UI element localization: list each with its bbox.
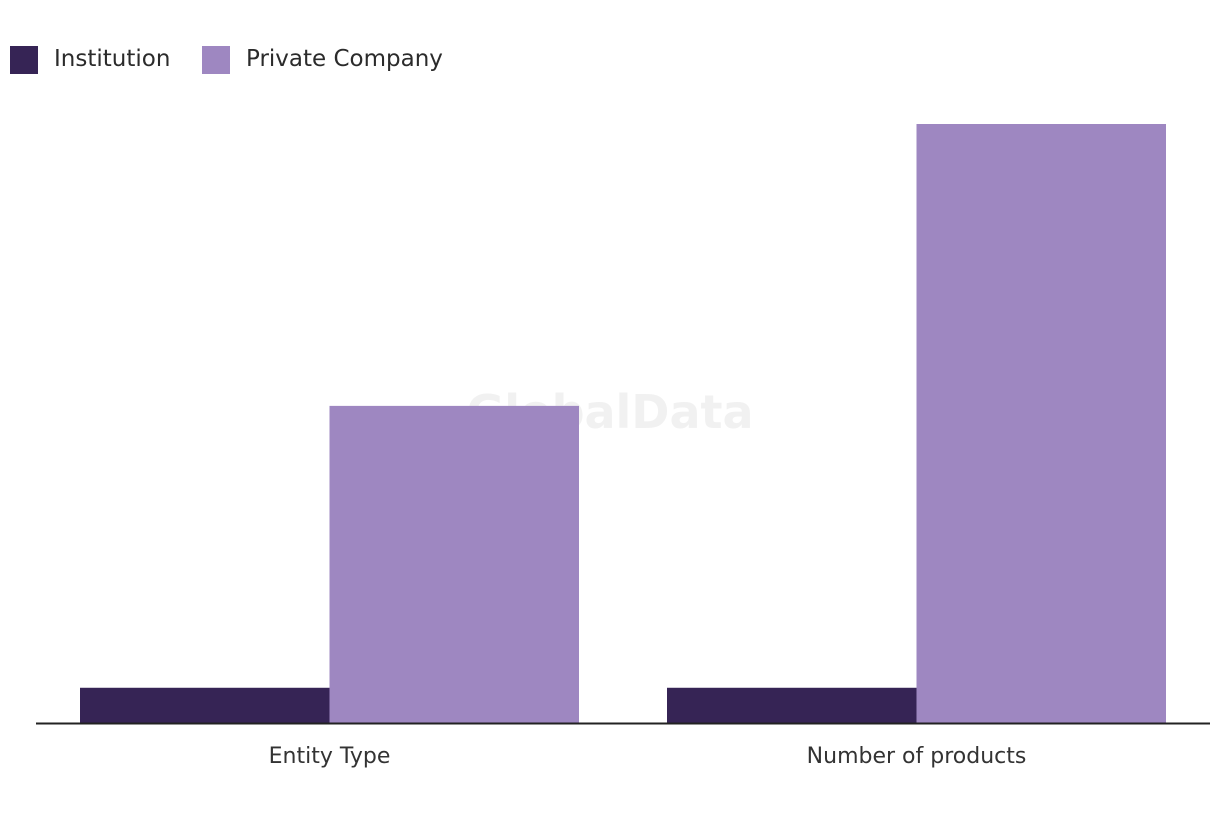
legend-swatch [10,46,38,74]
legend: Institution Private Company [10,46,443,74]
bar [916,124,1166,723]
bars [80,124,1166,723]
x-tick-labels: Entity Type Number of products [269,744,1027,769]
bar [80,687,330,723]
bar [667,687,917,723]
bar [329,405,579,723]
legend-label: Private Company [246,46,443,72]
legend-label: Institution [54,46,170,72]
legend-swatch [202,46,230,74]
x-tick-label: Number of products [807,744,1027,769]
x-tick-label: Entity Type [269,744,391,769]
